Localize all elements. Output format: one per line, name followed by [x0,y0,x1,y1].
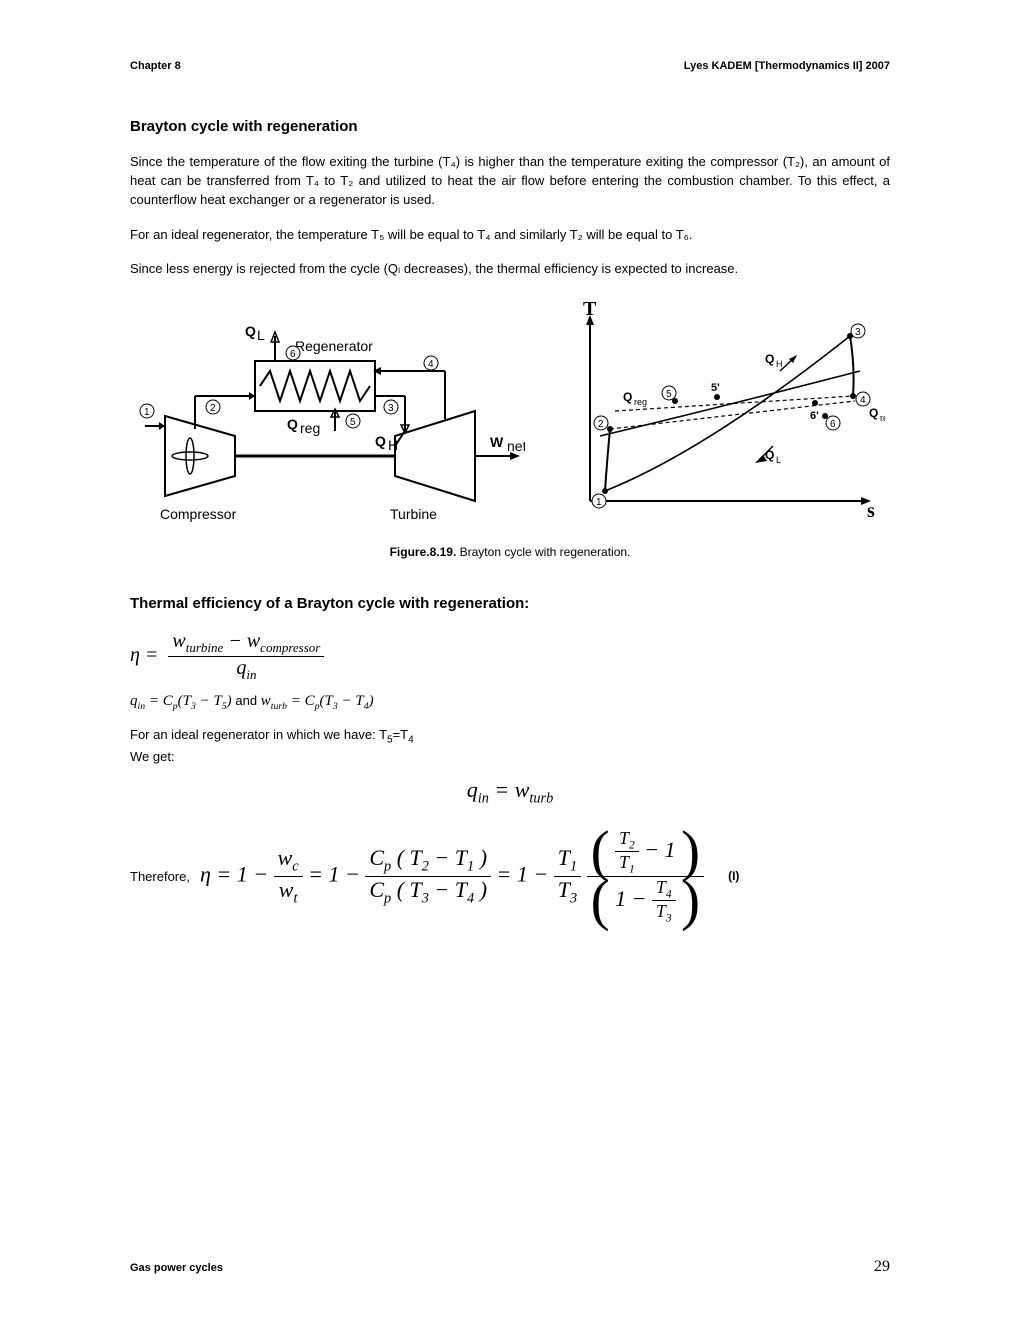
paragraph-3: Since less energy is rejected from the c… [130,260,890,279]
svg-text:3: 3 [388,403,394,414]
svg-text:T: T [583,301,597,320]
paragraph-1: Since the temperature of the flow exitin… [130,153,890,210]
svg-text:Q: Q [869,406,878,420]
footer-title: Gas power cycles [130,1262,223,1274]
schematic-diagram: W net 1 2 Regenerator Q L 6 [135,301,525,531]
svg-text:6': 6' [810,410,819,422]
svg-text:W: W [490,434,504,450]
svg-text:5: 5 [350,417,356,428]
figure-caption: Figure.8.19. Brayton cycle with regenera… [130,545,890,559]
svg-text:L: L [257,327,265,343]
svg-text:4: 4 [860,395,866,406]
svg-text:Q: Q [623,390,632,404]
paragraph-4: For an ideal regenerator in which we hav… [130,726,890,767]
svg-text:Q: Q [765,352,774,366]
equation-label: (I) [728,869,739,883]
svg-text:Regenerator: Regenerator [295,338,373,354]
svg-text:L: L [776,455,781,465]
svg-text:H: H [776,359,783,369]
svg-text:6: 6 [290,349,296,360]
page-footer: Gas power cycles 29 [130,1258,890,1276]
svg-text:H: H [388,437,398,453]
svg-text:Q: Q [287,416,298,432]
svg-text:5': 5' [711,382,720,394]
page-number: 29 [874,1258,890,1276]
figure-8-19: W net 1 2 Regenerator Q L 6 [130,301,890,531]
figure-caption-bold: Figure.8.19. [390,545,457,559]
header-chapter: Chapter 8 [130,60,181,72]
svg-text:reg: reg [880,413,885,423]
svg-text:6: 6 [830,419,836,430]
figure-caption-text: Brayton cycle with regeneration. [456,545,630,559]
page-header: Chapter 8 Lyes KADEM [Thermodynamics II]… [130,60,890,72]
svg-text:reg: reg [634,397,647,407]
svg-text:4: 4 [428,359,434,370]
svg-text:1: 1 [596,497,602,508]
equation-eta: η = wturbine − wcompressor qin [130,630,890,683]
equation-qin-eq-wturb: qin = wturb [130,777,890,807]
svg-text:3: 3 [855,327,861,338]
svg-text:2: 2 [210,403,216,414]
svg-text:1: 1 [144,407,150,418]
svg-text:Compressor: Compressor [160,506,237,522]
svg-text:reg: reg [300,420,320,436]
paragraph-2: For an ideal regenerator, the temperatur… [130,226,890,245]
svg-text:5: 5 [666,389,672,400]
equation-final: Therefore, η = 1 − wc wt = 1 − Cp ( T2 −… [130,828,890,925]
header-author: Lyes KADEM [Thermodynamics II] 2007 [684,60,890,72]
svg-text:s: s [867,500,875,522]
equation-qin-wturb: qin = Cp(T3 − T5) and wturb = Cp(T3 − T4… [130,693,890,712]
svg-text:Turbine: Turbine [390,506,437,522]
svg-text:Q: Q [375,433,386,449]
ts-diagram: T s 1 2 3 4 5 [555,301,885,531]
svg-text:Q: Q [245,323,256,339]
section-title-2: Thermal efficiency of a Brayton cycle wi… [130,595,890,612]
svg-text:net: net [507,438,525,454]
page: Chapter 8 Lyes KADEM [Thermodynamics II]… [0,0,1020,1320]
svg-text:2: 2 [598,419,604,430]
section-title-1: Brayton cycle with regeneration [130,118,890,135]
